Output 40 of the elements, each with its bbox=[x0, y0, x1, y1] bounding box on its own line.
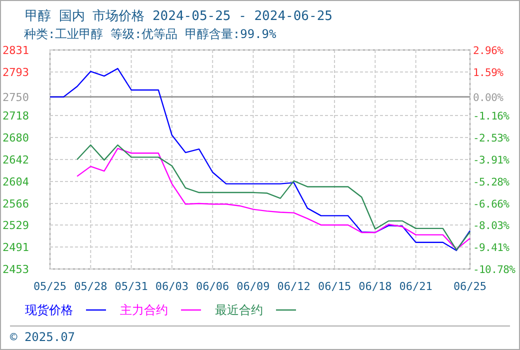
line-series bbox=[49, 68, 471, 252]
y2-tick-label: -6.66% bbox=[473, 198, 510, 210]
y-tick-label: 2604 bbox=[2, 176, 30, 189]
text: © 2025.07 bbox=[10, 330, 76, 344]
legend-label: 主力合约 bbox=[120, 303, 168, 317]
x-tick-label: 05/31 bbox=[114, 280, 148, 293]
x-tick-label: 05/28 bbox=[74, 280, 108, 293]
y-tick-label: 2680 bbox=[2, 131, 29, 144]
x-tick-label: 06/21 bbox=[399, 280, 432, 293]
x-tick-label: 05/25 bbox=[33, 280, 67, 293]
y2-tick-label: -2.53% bbox=[473, 132, 510, 145]
y2-tick-label: 0.00% bbox=[473, 92, 504, 104]
x-tick-label: 06/25 bbox=[453, 280, 487, 293]
y2-tick-label: -10.78% bbox=[473, 264, 516, 276]
y-tick-label: 2642 bbox=[2, 154, 29, 166]
legend-label: 最近合约 bbox=[215, 303, 263, 317]
x-tick-label: 06/15 bbox=[318, 280, 352, 293]
x-tick-label: 06/18 bbox=[358, 280, 392, 293]
y-tick-label: 2529 bbox=[2, 218, 29, 232]
y2-tick-label: -5.28% bbox=[473, 176, 510, 188]
x-tick-label: 06/06 bbox=[196, 280, 230, 293]
y-tick-label: 2491 bbox=[2, 240, 29, 254]
y2-tick-label: 1.59% bbox=[473, 66, 504, 79]
x-tick-label: 06/12 bbox=[277, 280, 310, 293]
y-tick-label: 2718 bbox=[2, 109, 29, 122]
y2-tick-label: -3.91% bbox=[473, 154, 510, 166]
y-tick-label: 2831 bbox=[2, 44, 29, 57]
y-tick-label: 2453 bbox=[2, 263, 29, 276]
y-tick-label: 2566 bbox=[2, 198, 29, 211]
y2-tick-label: -9.41% bbox=[473, 242, 510, 254]
y2-tick-label: 2.96% bbox=[473, 45, 504, 57]
chart-subtitle: 种类:工业甲醇 等级:优等品 甲醇含量:99.9% bbox=[24, 27, 278, 41]
x-tick-label: 06/09 bbox=[236, 280, 270, 293]
x-tick-label: 06/03 bbox=[155, 280, 188, 293]
y-tick-label: 2750 bbox=[2, 90, 29, 104]
y2-tick-label: -1.16% bbox=[473, 110, 510, 123]
y-tick-label: 2793 bbox=[2, 66, 29, 80]
y2-tick-label: -8.03% bbox=[473, 220, 510, 232]
chart-title: 甲醇 国内 市场价格 2024-05-25 - 2024-06-25 bbox=[25, 9, 332, 24]
legend-label: 现货价格 bbox=[25, 303, 73, 317]
